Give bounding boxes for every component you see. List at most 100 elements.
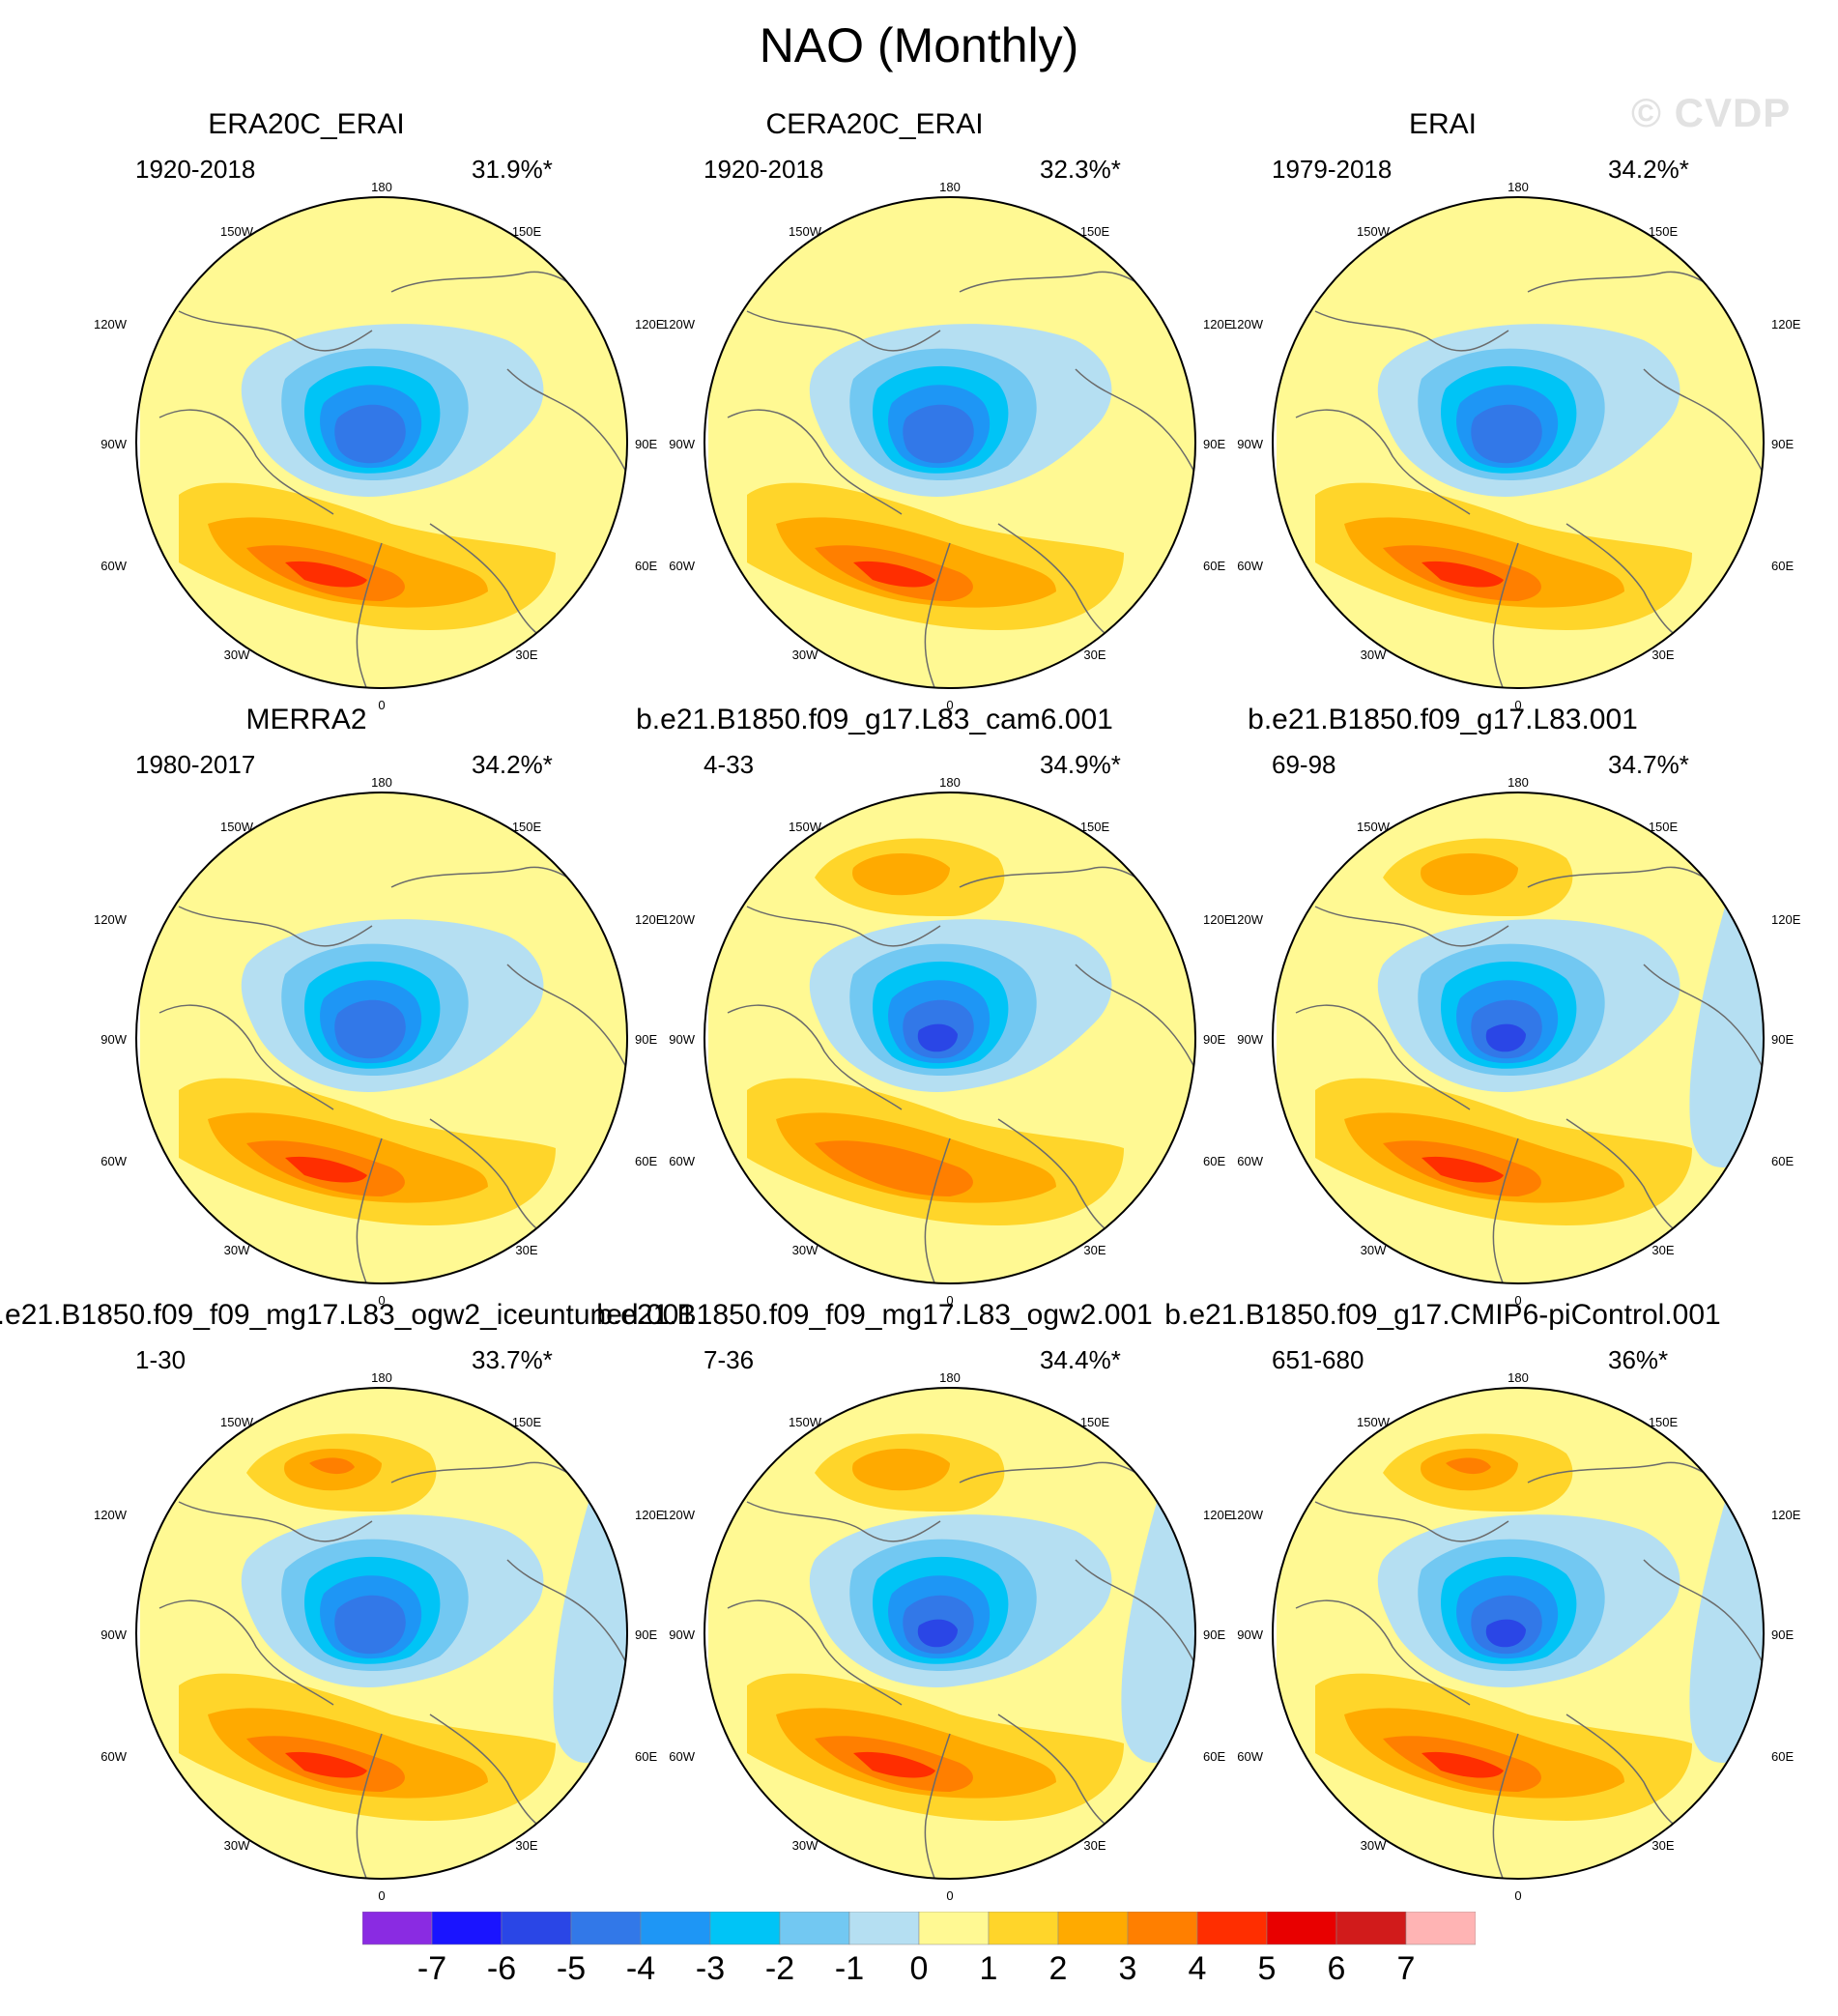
longitude-label: 120E [635, 317, 665, 331]
longitude-label: 60W [1237, 559, 1263, 573]
colorbar-tick-label: -4 [625, 1950, 656, 1987]
positive-anomaly-contour [852, 1449, 950, 1491]
longitude-label: 150E [1649, 1415, 1679, 1429]
map-panel: b.e21.B1850.f09_f09_mg17.L83_ogw2.001 7-3… [568, 1299, 1232, 1903]
longitude-label: 30W [224, 1243, 250, 1257]
coastline [178, 310, 373, 352]
longitude-label: 90E [1203, 1032, 1225, 1047]
longitude-label: 60W [1237, 1154, 1263, 1168]
colorbar [362, 1912, 1476, 1945]
panel-title: b.e21.B1850.f09_f09_mg17.L83_ogw2_iceunt… [0, 1299, 695, 1331]
longitude-label: 30E [1083, 1838, 1106, 1853]
positive-anomaly-contour [1422, 561, 1504, 588]
longitude-label: 60W [669, 1154, 695, 1168]
longitude-label: 30W [224, 1838, 250, 1853]
map-boundary [135, 196, 628, 689]
panel-variance-explained: 34.9%* [1040, 750, 1121, 779]
longitude-label: 120W [94, 317, 128, 331]
coastline [1314, 906, 1509, 947]
longitude-label: 30W [792, 1838, 818, 1853]
panel-years: 651-680 [1272, 1345, 1364, 1374]
panel-title: b.e21.B1850.f09_f09_mg17.L83_ogw2.001 [596, 1299, 1153, 1331]
panel-years: 69-98 [1272, 750, 1336, 779]
longitude-label: 120W [662, 1508, 696, 1522]
longitude-label: 150E [1080, 224, 1110, 239]
longitude-label: 60E [1203, 559, 1225, 573]
colorbar-tick-label: 2 [1048, 1950, 1068, 1987]
positive-anomaly-contour [852, 853, 950, 896]
longitude-label: 30E [515, 1838, 537, 1853]
longitude-label: 60W [1237, 1749, 1263, 1764]
panel-variance-explained: 34.4%* [1040, 1345, 1121, 1374]
coastline [158, 1004, 334, 1110]
longitude-label: 30E [515, 1243, 537, 1257]
coastline [1295, 1004, 1471, 1110]
map-boundary [704, 1387, 1196, 1880]
longitude-label: 120W [94, 912, 128, 927]
coastline [158, 1599, 334, 1706]
map-boundary [135, 1387, 628, 1880]
panel-years: 1979-2018 [1272, 155, 1393, 184]
positive-anomaly-contour [285, 1156, 367, 1183]
colorbar-tick-label: 5 [1257, 1950, 1277, 1987]
colorbar-tick-label: -5 [556, 1950, 587, 1987]
polar-map: 180 0 150W 150E 120W 120E 90W 90E 60W 60E 30W 30E [662, 775, 1233, 1308]
polar-map: 180 0 150W 150E 120W 120E 90W 90E 60W 60E 30W 30E [94, 180, 665, 712]
longitude-label: 90E [635, 437, 657, 451]
map-boundary [1272, 792, 1765, 1284]
longitude-label: 120E [1203, 912, 1233, 927]
longitude-label: 60W [101, 1154, 127, 1168]
longitude-label: 60E [635, 1154, 657, 1168]
longitude-label: 90E [1771, 437, 1794, 451]
longitude-label: 60W [669, 559, 695, 573]
longitude-label: 90E [635, 1627, 657, 1642]
colorbar-tick-label: 7 [1396, 1950, 1416, 1987]
longitude-label: 150W [220, 1415, 254, 1429]
longitude-label: 0 [378, 1293, 385, 1308]
colorbar-swatch [501, 1912, 572, 1945]
colorbar-swatch [1405, 1912, 1476, 1945]
coastline [746, 310, 941, 352]
longitude-label: 120W [94, 1508, 128, 1522]
positive-anomaly-contour [285, 561, 367, 588]
coastline [158, 409, 334, 515]
coastline [924, 1733, 951, 1879]
panel-variance-explained: 33.7%* [472, 1345, 553, 1374]
map-panel: b.e21.B1850.f09_g17.CMIP6-piControl.001 6… [1136, 1299, 1800, 1903]
longitude-label: 0 [378, 1888, 385, 1903]
longitude-label: 30E [1651, 648, 1674, 662]
positive-anomaly-contour [1422, 1156, 1504, 1183]
panel-years: 7-36 [704, 1345, 755, 1374]
coastline [746, 1501, 941, 1542]
longitude-label: 60W [101, 1749, 127, 1764]
colorbar-swatch [640, 1912, 711, 1945]
colorbar-swatch [709, 1912, 781, 1945]
positive-anomaly-contour [853, 1751, 935, 1778]
panel-variance-explained: 34.2%* [1608, 155, 1689, 184]
positive-anomaly-contour [1422, 1751, 1504, 1778]
negative-anomaly-contour [903, 404, 974, 464]
polar-map: 180 0 150W 150E 120W 120E 90W 90E 60W 60E 30W 30E [1230, 775, 1801, 1308]
longitude-label: 60E [635, 1749, 657, 1764]
map-boundary [1272, 1387, 1765, 1880]
colorbar-swatch [1127, 1912, 1198, 1945]
coastline [506, 368, 627, 486]
longitude-label: 30W [224, 648, 250, 662]
longitude-label: 150W [789, 1415, 822, 1429]
colorbar-tick-label: 6 [1327, 1950, 1346, 1987]
coastline [1295, 409, 1471, 515]
longitude-label: 120W [1230, 317, 1264, 331]
longitude-label: 90W [669, 1627, 695, 1642]
colorbar-swatch [570, 1912, 642, 1945]
longitude-label: 0 [1514, 1888, 1521, 1903]
colorbar-swatch [779, 1912, 850, 1945]
longitude-label: 30W [1361, 1243, 1387, 1257]
coastline [506, 1559, 627, 1677]
polar-map: 180 0 150W 150E 120W 120E 90W 90E 60W 60E 30W 30E [1230, 180, 1801, 712]
colorbar-tick-label: -1 [834, 1950, 865, 1987]
longitude-label: 90E [1771, 1627, 1794, 1642]
longitude-label: 180 [939, 1370, 961, 1385]
positive-anomaly-contour [285, 1751, 367, 1778]
coastline [356, 1138, 383, 1283]
coastline [746, 906, 941, 947]
